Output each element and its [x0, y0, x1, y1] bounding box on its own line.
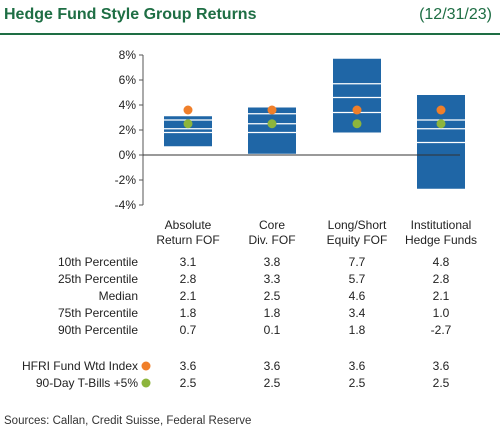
table-cell: 3.6: [180, 359, 197, 373]
table-cell: 5.7: [349, 272, 366, 286]
chart-title: Hedge Fund Style Group Returns: [4, 6, 257, 23]
source-note: Sources: Callan, Credit Suisse, Federal …: [4, 415, 252, 427]
table-cell: 2.1: [180, 289, 197, 303]
category-label: Hedge Funds: [405, 233, 477, 247]
table-cell: 0.7: [180, 323, 197, 337]
box-2: [248, 107, 296, 154]
table-row-label: 25th Percentile: [58, 272, 138, 286]
table-row-label: Median: [99, 289, 138, 303]
hfri-marker: [267, 105, 277, 115]
table-cell: 2.1: [433, 289, 450, 303]
table-cell: -2.7: [431, 323, 452, 337]
tbill-legend-marker: [141, 378, 151, 388]
category-label: Institutional: [411, 218, 472, 232]
hfri-marker: [352, 105, 362, 115]
tbill-marker: [352, 119, 362, 129]
category-label: Equity FOF: [327, 233, 388, 247]
table-cell: 3.8: [264, 255, 281, 269]
table-cell: 3.3: [264, 272, 281, 286]
tbill-marker: [267, 119, 277, 129]
hfri-marker: [183, 105, 193, 115]
table-cell: 1.8: [349, 323, 366, 337]
table-cell: 3.4: [349, 306, 366, 320]
tbill-marker: [183, 119, 193, 129]
hfri-marker: [436, 105, 446, 115]
table-row-label: 75th Percentile: [58, 306, 138, 320]
y-tick-label: 6%: [119, 73, 137, 87]
table-cell: 2.5: [264, 289, 281, 303]
table-cell: 3.1: [180, 255, 197, 269]
y-tick-label: -4%: [115, 198, 137, 212]
table-cell: 2.5: [264, 376, 281, 390]
header-rule: [0, 33, 500, 35]
table-cell: 4.6: [349, 289, 366, 303]
table-cell: 3.6: [433, 359, 450, 373]
table-row-label: 10th Percentile: [58, 255, 138, 269]
y-tick-label: 2%: [119, 123, 137, 137]
category-label: Absolute: [165, 218, 212, 232]
category-label: Return FOF: [156, 233, 219, 247]
y-tick-label: 4%: [119, 98, 137, 112]
table-row-label: 90th Percentile: [58, 323, 138, 337]
table-cell: 1.0: [433, 306, 450, 320]
table-cell: 4.8: [433, 255, 450, 269]
table-cell: 3.6: [349, 359, 366, 373]
y-tick-label: 0%: [119, 148, 137, 162]
table-cell: 2.8: [433, 272, 450, 286]
legend-label: HFRI Fund Wtd Index: [22, 359, 138, 373]
table-cell: 2.5: [349, 376, 366, 390]
y-tick-label: -2%: [115, 173, 137, 187]
y-tick-label: 8%: [119, 48, 137, 62]
table-cell: 2.8: [180, 272, 197, 286]
table-cell: 2.5: [180, 376, 197, 390]
category-label: Div. FOF: [248, 233, 295, 247]
category-label: Long/Short: [328, 218, 387, 232]
legend-label: 90-Day T-Bills +5%: [36, 376, 138, 390]
tbill-marker: [436, 119, 446, 129]
table-cell: 3.6: [264, 359, 281, 373]
table-cell: 1.8: [180, 306, 197, 320]
hfri-legend-marker: [141, 361, 151, 371]
table-cell: 0.1: [264, 323, 281, 337]
table-cell: 1.8: [264, 306, 281, 320]
table-cell: 2.5: [433, 376, 450, 390]
table-cell: 7.7: [349, 255, 366, 269]
chart-date: (12/31/23): [419, 6, 492, 23]
category-label: Core: [259, 218, 285, 232]
